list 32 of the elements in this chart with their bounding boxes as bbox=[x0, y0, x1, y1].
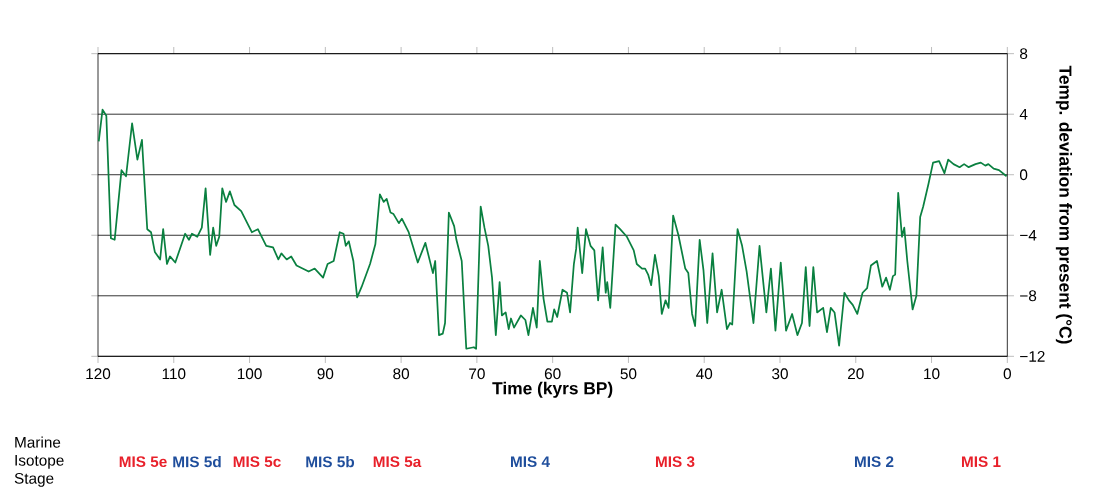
x-tick-label: 70 bbox=[469, 368, 485, 380]
y-tick-label: −12 bbox=[1020, 350, 1045, 362]
x-tick-label: 50 bbox=[620, 368, 637, 380]
x-tick-label: 20 bbox=[848, 368, 864, 380]
x-tick-label: 0 bbox=[1003, 368, 1011, 380]
y-tick-label: 0 bbox=[1019, 169, 1028, 181]
text: Marine Isotope Stage bbox=[14, 436, 64, 487]
x-tick-label: 120 bbox=[86, 368, 111, 380]
text: MIS 5e bbox=[119, 456, 167, 468]
y-tick-label: −8 bbox=[1020, 290, 1037, 302]
line-series bbox=[97, 108, 1008, 350]
y-axis-title: Temp. deviation from present (°C) bbox=[1055, 65, 1073, 344]
text: MIS 2 bbox=[854, 456, 894, 468]
x-tick-label: 110 bbox=[162, 368, 186, 380]
y-tick-label: 8 bbox=[1020, 48, 1028, 60]
x-tick-label: 10 bbox=[924, 368, 940, 380]
y-tick-label: −4 bbox=[1020, 229, 1037, 241]
text: MIS 5a bbox=[373, 456, 422, 468]
text: MIS 5c bbox=[233, 456, 281, 468]
x-tick-label: 90 bbox=[317, 368, 334, 380]
x-tick-label: 100 bbox=[237, 368, 262, 380]
text: MIS 3 bbox=[655, 456, 695, 468]
text: MIS 1 bbox=[961, 456, 1001, 468]
x-axis-title: Time (kyrs BP) bbox=[492, 381, 613, 398]
text: MIS 5d bbox=[173, 456, 221, 468]
x-tick-label: 40 bbox=[696, 368, 713, 380]
text: MIS 5b bbox=[306, 456, 355, 468]
y-tick-label: 4 bbox=[1019, 108, 1028, 120]
x-tick-label: 30 bbox=[772, 368, 788, 380]
text: MIS 4 bbox=[511, 456, 550, 468]
x-tick-label: 60 bbox=[544, 368, 561, 380]
x-tick-label: 80 bbox=[393, 368, 410, 380]
